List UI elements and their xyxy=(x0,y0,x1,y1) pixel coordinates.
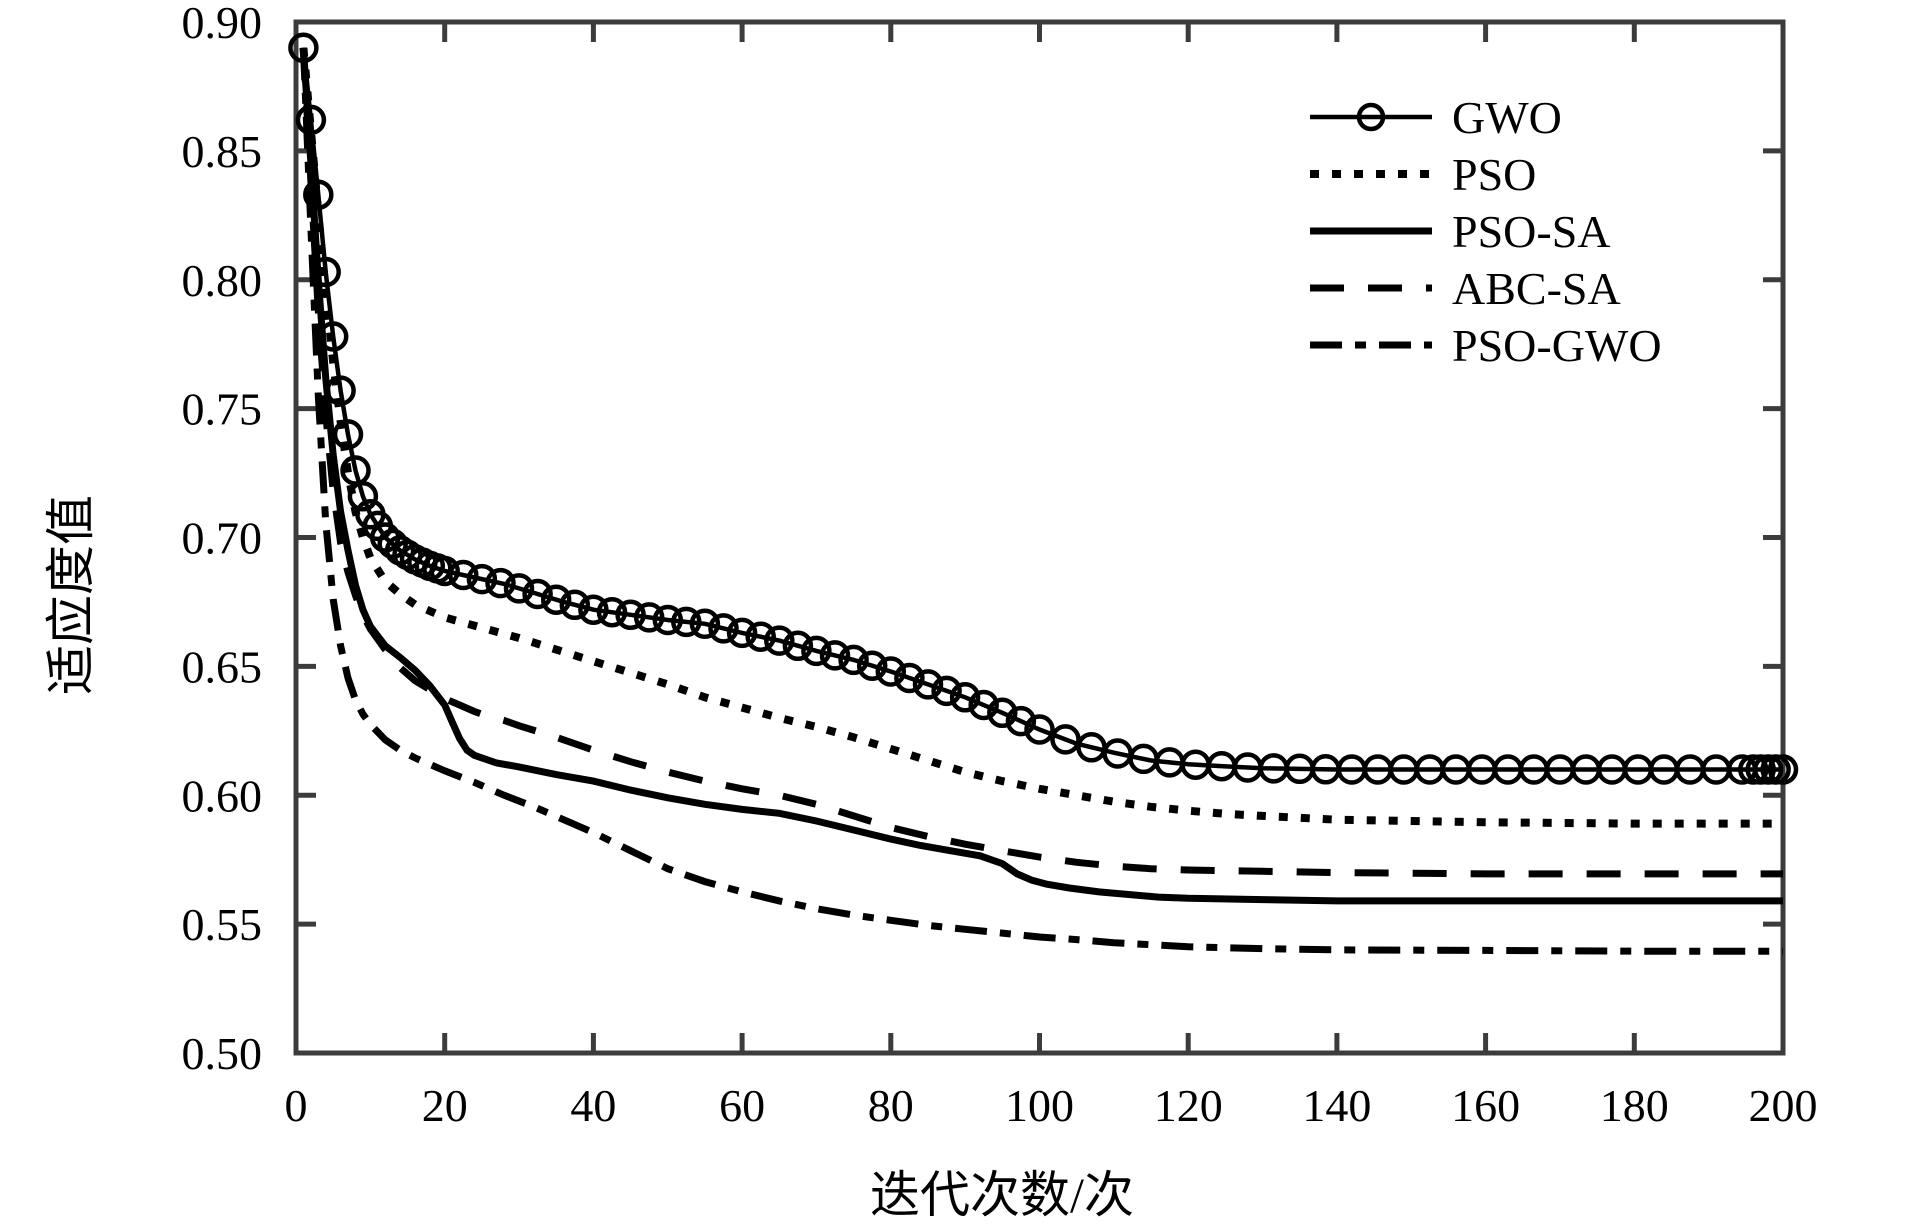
gwo-marker xyxy=(429,555,460,587)
y-tick-label: 0.80 xyxy=(182,255,263,306)
y-tick-label: 0.65 xyxy=(182,641,263,692)
gwo-marker xyxy=(615,599,646,631)
gwo-marker xyxy=(1024,714,1055,745)
y-tick-label: 0.85 xyxy=(182,126,263,177)
legend-label: PSO-GWO xyxy=(1452,320,1662,371)
series-line-pso-sa xyxy=(299,47,1783,905)
gwo-marker xyxy=(726,617,758,649)
gwo-marker xyxy=(782,630,814,662)
gwo-marker xyxy=(819,640,851,671)
gwo-marker xyxy=(875,656,907,687)
gwo-marker xyxy=(652,604,684,636)
gwo-marker xyxy=(325,375,356,406)
x-tick-label: 100 xyxy=(1005,1080,1074,1131)
legend-label: PSO xyxy=(1452,149,1536,200)
gwo-circle-markers xyxy=(288,32,1799,785)
y-tick-label: 0.60 xyxy=(182,770,263,821)
y-tick-label: 0.70 xyxy=(182,513,263,564)
gwo-marker xyxy=(633,602,665,633)
legend-label: PSO-SA xyxy=(1452,206,1611,257)
gwo-marker xyxy=(912,669,944,700)
gwo-marker xyxy=(1005,705,1037,737)
gwo-marker xyxy=(559,589,591,621)
gwo-marker xyxy=(894,662,925,694)
gwo-marker xyxy=(689,608,721,640)
x-tick-label: 20 xyxy=(422,1080,468,1131)
series-line-pso-gwo xyxy=(299,47,1783,955)
legend-item-gwo: GWO xyxy=(1310,92,1562,143)
series-lines xyxy=(299,47,1783,955)
gwo-marker xyxy=(671,606,702,638)
gwo-marker xyxy=(949,682,981,713)
gwo-marker xyxy=(466,563,498,595)
gwo-marker xyxy=(596,596,628,628)
y-tick-label: 0.55 xyxy=(182,899,263,950)
x-axis-label: 迭代次数/次 xyxy=(870,1167,1134,1223)
legend-item-abc-sa: ABC-SA xyxy=(1310,263,1621,314)
gwo-marker xyxy=(987,697,1018,729)
x-tick-label: 60 xyxy=(719,1080,765,1131)
gwo-marker xyxy=(838,644,869,676)
legend-label: GWO xyxy=(1452,92,1562,143)
gwo-marker xyxy=(578,594,609,625)
y-tick-label: 0.50 xyxy=(182,1028,263,1079)
y-tick-label: 0.75 xyxy=(182,384,263,435)
x-tick-label: 180 xyxy=(1600,1080,1669,1131)
legend-item-pso: PSO xyxy=(1310,149,1536,200)
x-tick-label: 80 xyxy=(868,1080,914,1131)
gwo-marker xyxy=(745,621,776,652)
gwo-marker xyxy=(931,675,962,707)
gwo-marker xyxy=(310,256,341,288)
axis-ticks xyxy=(293,19,1786,1056)
gwo-marker xyxy=(332,419,364,450)
legend-item-pso-sa: PSO-SA xyxy=(1310,206,1611,257)
gwo-marker xyxy=(288,32,319,64)
y-axis-label: 适应度值 xyxy=(43,495,99,695)
gwo-marker xyxy=(968,689,999,721)
gwo-marker xyxy=(856,650,888,681)
gwo-marker xyxy=(1767,754,1799,785)
gwo-marker xyxy=(540,584,572,615)
gwo-marker xyxy=(317,321,349,352)
x-tick-label: 200 xyxy=(1749,1080,1818,1131)
gwo-marker xyxy=(448,559,479,591)
gwo-marker xyxy=(485,567,516,599)
x-tick-label: 160 xyxy=(1451,1080,1520,1131)
gwo-marker xyxy=(347,481,379,512)
x-tick-label: 120 xyxy=(1154,1080,1223,1131)
series-line-abc-sa xyxy=(299,47,1783,878)
gwo-marker xyxy=(295,104,327,136)
gwo-marker xyxy=(801,635,832,667)
gwo-marker xyxy=(303,179,334,210)
series-line-gwo xyxy=(301,47,1783,772)
gwo-marker xyxy=(522,578,553,610)
legend-item-pso-gwo: PSO-GWO xyxy=(1310,320,1662,371)
gwo-marker xyxy=(708,613,739,644)
gwo-marker xyxy=(764,625,795,656)
y-tick-label: 0.90 xyxy=(182,0,263,48)
gwo-marker xyxy=(503,573,535,604)
x-tick-label: 40 xyxy=(570,1080,616,1131)
x-tick-label: 140 xyxy=(1302,1080,1371,1131)
legend-label: ABC-SA xyxy=(1452,263,1621,314)
series-line-pso xyxy=(299,47,1783,828)
axis-tick-labels: 0 20 40 60 80 100 120 140 160 180 200 0.50 0.55 0.60 0… xyxy=(182,0,1818,1131)
legend: GWO PSO PSO-SA ABC-SA PSO-GWO xyxy=(1310,92,1662,371)
x-tick-label: 0 xyxy=(285,1080,308,1131)
